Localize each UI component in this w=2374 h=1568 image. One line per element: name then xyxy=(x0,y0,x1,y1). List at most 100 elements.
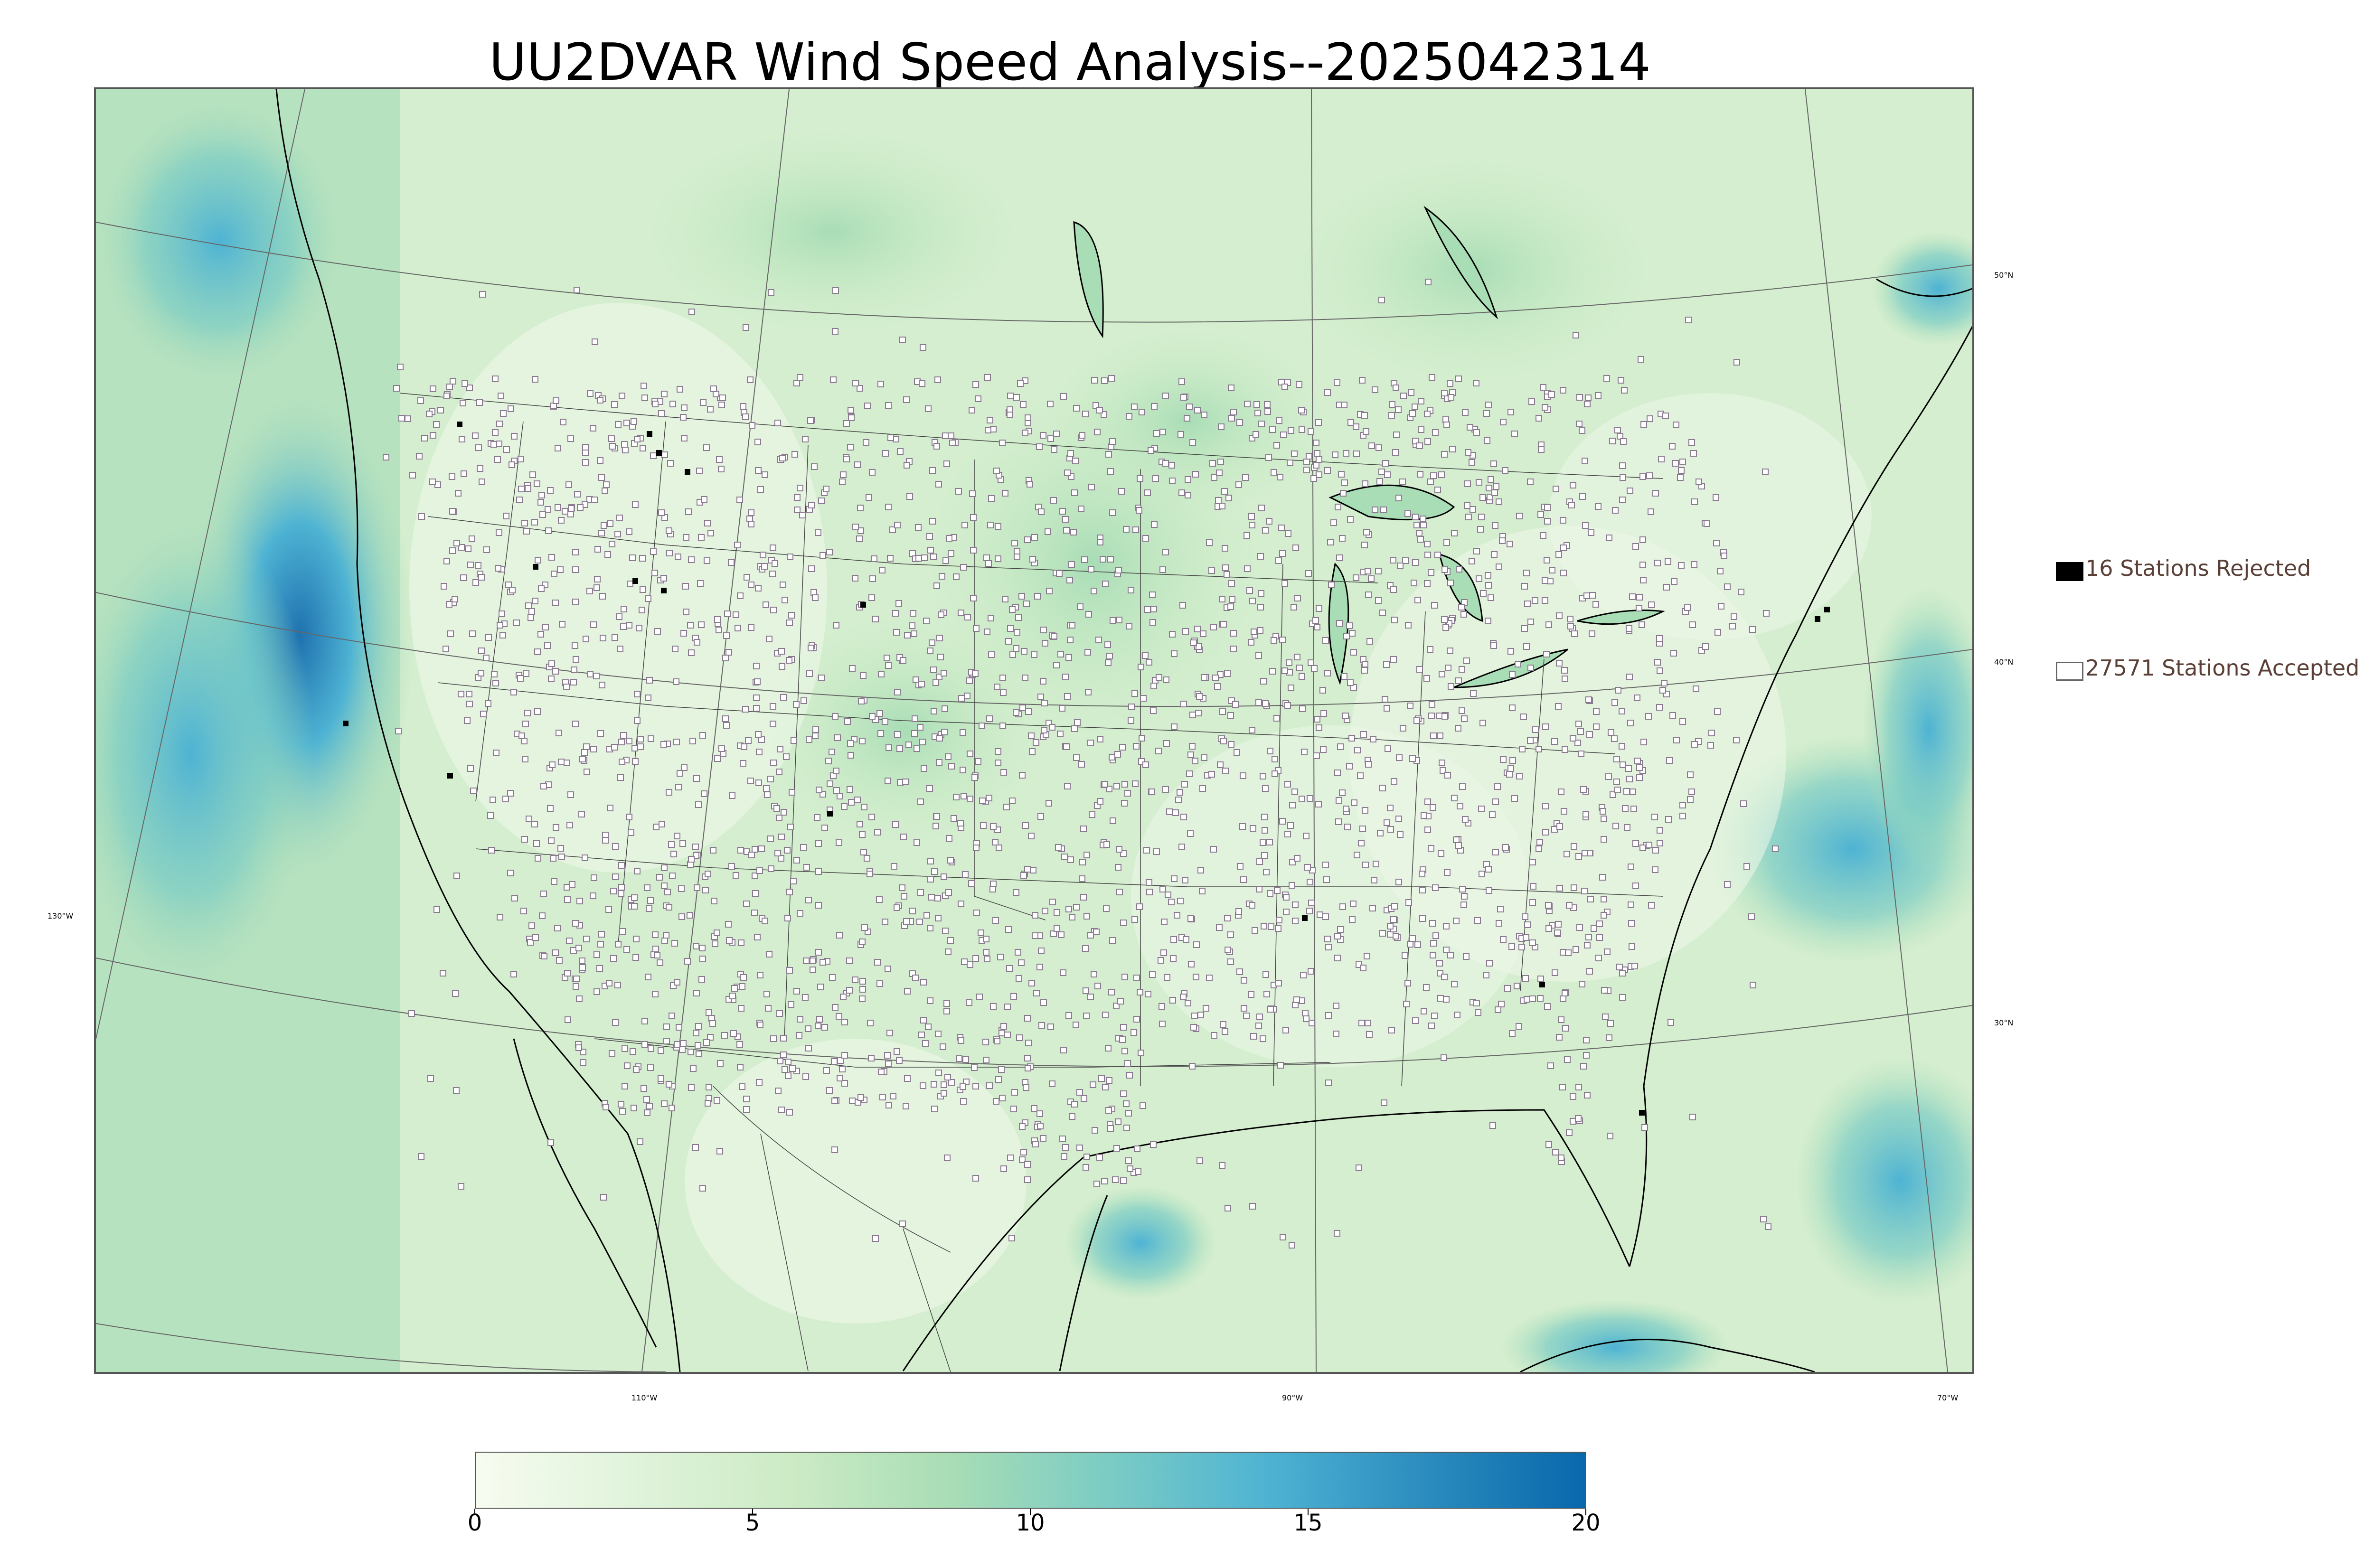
station-marker xyxy=(823,486,829,492)
station-marker xyxy=(916,919,923,925)
station-marker xyxy=(1312,617,1319,624)
station-marker xyxy=(920,1017,927,1023)
station-marker xyxy=(1561,808,1567,815)
station-marker xyxy=(637,1138,643,1145)
station-marker xyxy=(573,976,580,982)
station-marker xyxy=(440,970,446,976)
station-marker xyxy=(624,1062,631,1069)
station-marker xyxy=(923,912,930,919)
station-marker xyxy=(1620,761,1626,768)
station-marker xyxy=(553,397,559,404)
station-marker xyxy=(1083,987,1089,994)
rejected-station-marker xyxy=(343,721,349,726)
station-marker xyxy=(1545,621,1552,628)
station-marker xyxy=(933,813,940,820)
station-marker xyxy=(958,610,964,616)
station-marker xyxy=(1717,568,1724,574)
station-marker xyxy=(1020,401,1027,408)
station-marker xyxy=(658,1047,664,1054)
station-marker xyxy=(726,937,733,944)
station-marker xyxy=(1261,852,1268,859)
station-marker xyxy=(619,759,625,765)
station-marker xyxy=(1250,1033,1257,1040)
station-marker xyxy=(1368,575,1375,582)
rejected-station-marker xyxy=(632,578,638,584)
station-marker xyxy=(608,435,615,442)
station-marker xyxy=(1576,394,1583,401)
station-marker xyxy=(1180,994,1187,1000)
station-marker xyxy=(1212,675,1219,681)
station-marker xyxy=(1028,980,1035,986)
station-marker xyxy=(1439,671,1445,677)
station-marker xyxy=(548,837,555,844)
station-marker xyxy=(961,522,968,528)
station-marker xyxy=(562,508,568,515)
station-marker xyxy=(818,675,825,681)
station-marker xyxy=(1125,1157,1132,1164)
station-marker xyxy=(1419,915,1426,922)
station-marker xyxy=(1020,872,1027,879)
station-marker xyxy=(998,1066,1005,1073)
station-marker xyxy=(433,421,440,428)
station-marker xyxy=(1430,472,1437,479)
station-marker xyxy=(678,913,685,920)
station-marker xyxy=(802,994,809,1001)
station-marker xyxy=(717,1060,724,1067)
station-marker xyxy=(1442,624,1449,631)
station-marker xyxy=(630,1048,636,1055)
station-marker xyxy=(1131,916,1138,923)
station-marker xyxy=(646,1103,653,1109)
station-marker xyxy=(1341,402,1347,408)
station-marker xyxy=(942,928,949,934)
station-marker xyxy=(681,435,688,441)
station-marker xyxy=(1159,566,1166,573)
station-marker xyxy=(453,1087,460,1094)
station-marker xyxy=(1248,513,1255,520)
station-marker xyxy=(1126,623,1132,629)
station-marker xyxy=(926,785,933,792)
station-marker xyxy=(632,501,639,508)
station-marker xyxy=(797,910,803,917)
station-marker xyxy=(1325,944,1332,950)
station-marker xyxy=(1219,1162,1225,1169)
station-marker xyxy=(1641,1124,1648,1131)
station-marker xyxy=(1144,489,1151,496)
station-marker xyxy=(706,1009,712,1016)
station-marker xyxy=(1628,864,1634,870)
station-marker xyxy=(900,657,906,664)
station-marker xyxy=(1114,751,1121,758)
station-marker xyxy=(756,749,763,755)
station-marker xyxy=(848,414,855,421)
station-marker xyxy=(704,557,710,564)
station-marker xyxy=(786,967,793,974)
station-marker xyxy=(475,562,481,569)
station-marker xyxy=(455,490,462,497)
station-marker xyxy=(584,769,590,775)
station-marker xyxy=(1396,754,1403,761)
station-marker xyxy=(1057,651,1064,657)
station-marker xyxy=(999,440,1006,446)
station-marker xyxy=(1500,756,1507,763)
station-marker xyxy=(941,670,947,676)
station-marker xyxy=(1582,458,1588,464)
station-marker xyxy=(669,873,676,879)
station-marker xyxy=(753,705,760,712)
station-marker xyxy=(1193,941,1200,948)
station-marker xyxy=(668,841,675,848)
station-marker xyxy=(1453,836,1460,843)
station-marker xyxy=(1418,398,1424,404)
station-marker xyxy=(1473,548,1480,554)
station-marker xyxy=(1612,823,1619,829)
station-marker xyxy=(1200,630,1206,637)
station-marker xyxy=(529,471,536,478)
station-marker xyxy=(1412,404,1418,410)
station-marker xyxy=(829,749,835,755)
station-marker xyxy=(847,786,853,793)
station-marker xyxy=(616,613,622,620)
station-marker xyxy=(1313,440,1319,446)
station-marker xyxy=(1063,743,1070,750)
station-marker xyxy=(1425,279,1432,285)
station-marker xyxy=(832,713,838,720)
station-marker xyxy=(1423,675,1430,682)
station-marker xyxy=(1315,801,1322,807)
